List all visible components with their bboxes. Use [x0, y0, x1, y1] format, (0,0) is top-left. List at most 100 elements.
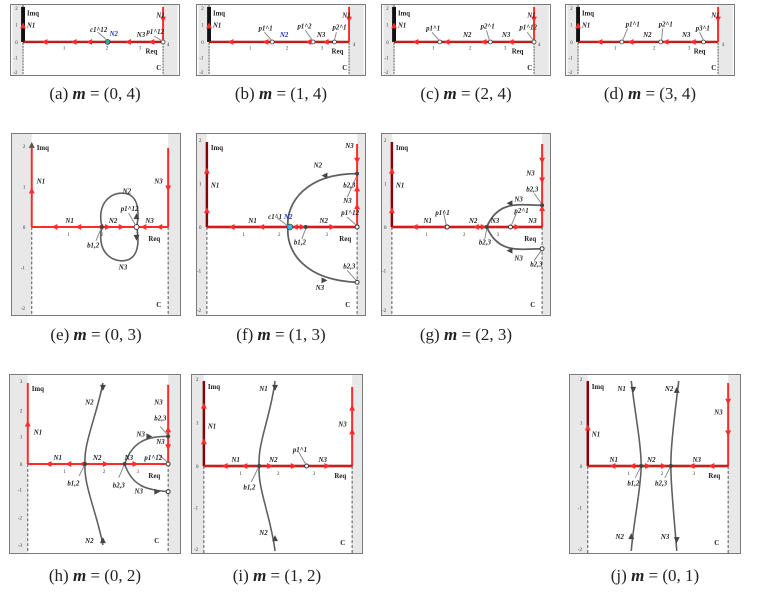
svg-text:N1: N1	[36, 178, 45, 185]
svg-text:0: 0	[580, 465, 583, 470]
svg-text:1: 1	[249, 47, 252, 52]
svg-text:C: C	[156, 302, 161, 309]
svg-text:3: 3	[325, 233, 328, 238]
svg-text:N1: N1	[395, 182, 404, 189]
svg-text:0: 0	[386, 41, 389, 46]
svg-text:N2: N2	[646, 457, 656, 464]
panel-f: Imq Req N1 N1 c1^1 N2 N2 N3 N2 b2,3 N3 p1…	[196, 133, 366, 316]
svg-text:N3: N3	[315, 285, 325, 292]
svg-text:2: 2	[199, 139, 202, 144]
svg-text:2: 2	[101, 233, 104, 238]
svg-text:N2: N2	[614, 534, 624, 541]
svg-text:3: 3	[139, 47, 142, 52]
svg-text:-1: -1	[384, 56, 389, 61]
svg-text:1: 1	[384, 182, 387, 187]
svg-text:b1,2: b1,2	[294, 240, 307, 247]
svg-text:Req: Req	[339, 236, 351, 243]
panel-f-plot: Imq Req N1 N1 c1^1 N2 N2 N3 N2 b2,3 N3 p1…	[197, 134, 365, 315]
svg-text:N3: N3	[134, 489, 144, 496]
svg-text:2: 2	[570, 7, 573, 12]
svg-text:1: 1	[23, 185, 26, 190]
svg-text:1: 1	[67, 233, 70, 238]
svg-text:2: 2	[469, 47, 472, 52]
panel-d: Imq Req N1 N1 p1^1 N2 p2^1 N3 p3^1 C 2 1 0 -…	[565, 4, 735, 76]
caption-h: (h) m = (0, 2)	[48, 566, 142, 585]
svg-text:N2: N2	[283, 214, 293, 221]
svg-text:-2: -2	[194, 548, 199, 553]
svg-text:N3: N3	[144, 218, 154, 225]
svg-text:2: 2	[286, 47, 289, 52]
svg-text:C: C	[711, 65, 716, 72]
panel-b-plot: Imq Req N1 N1 p1^1 N2 p1^2 N3 p2^1 C 2 1 0 -…	[198, 5, 364, 75]
svg-text:1: 1	[614, 47, 617, 52]
svg-text:N2: N2	[268, 457, 278, 464]
svg-text:Req: Req	[708, 473, 720, 480]
svg-text:p1^12: p1^12	[120, 206, 139, 213]
svg-text:3: 3	[20, 380, 23, 385]
svg-text:-1: -1	[568, 56, 573, 61]
panel-h: Imq Req N1 N1 N2 N2 b1,2 N2 N3 N3 b2,3 N3…	[9, 374, 181, 554]
svg-text:N3: N3	[692, 457, 702, 464]
svg-text:b2,3: b2,3	[479, 240, 492, 247]
svg-text:Imq: Imq	[213, 11, 225, 18]
caption-g: (g) m = (2, 3)	[419, 325, 513, 344]
svg-text:-3: -3	[18, 544, 23, 549]
svg-text:-2: -2	[21, 307, 26, 312]
svg-text:N1: N1	[26, 22, 35, 29]
svg-text:-2: -2	[384, 71, 389, 75]
svg-text:N1: N1	[231, 457, 240, 464]
svg-text:N2: N2	[108, 218, 118, 225]
svg-text:Req: Req	[332, 49, 344, 56]
svg-text:0: 0	[15, 41, 18, 46]
svg-text:Req: Req	[512, 49, 524, 56]
svg-text:N1: N1	[258, 386, 267, 393]
svg-text:0: 0	[23, 226, 26, 231]
svg-text:b2,3: b2,3	[655, 481, 668, 488]
svg-text:N1: N1	[591, 431, 600, 438]
svg-text:1: 1	[201, 23, 204, 28]
svg-text:N3: N3	[318, 457, 328, 464]
svg-text:N3: N3	[124, 455, 134, 462]
svg-text:b2,3: b2,3	[113, 483, 126, 490]
svg-text:2: 2	[196, 378, 199, 383]
svg-text:2: 2	[23, 145, 26, 150]
svg-text:-2: -2	[18, 516, 23, 521]
svg-text:Req: Req	[148, 473, 160, 480]
panel-e: Imq Req N1 N1 N2 N2 p1^12 N3 N3 N3 b1,2 C…	[11, 133, 181, 316]
svg-text:N2: N2	[642, 32, 652, 39]
svg-text:N2: N2	[319, 218, 329, 225]
svg-text:N3: N3	[342, 198, 352, 205]
svg-text:N3: N3	[681, 32, 691, 39]
svg-text:N1: N1	[581, 22, 590, 29]
panel-b: Imq Req N1 N1 p1^1 N2 p1^2 N3 p2^1 C 2 1 0 -…	[196, 4, 366, 76]
svg-text:1: 1	[15, 23, 18, 28]
svg-text:1: 1	[425, 233, 428, 238]
svg-text:3: 3	[693, 472, 696, 477]
svg-text:3: 3	[688, 47, 691, 52]
svg-text:N3: N3	[153, 178, 163, 185]
svg-text:-2: -2	[197, 309, 202, 314]
svg-text:N3: N3	[713, 410, 723, 417]
svg-text:4: 4	[722, 43, 725, 48]
svg-text:N3: N3	[525, 171, 535, 178]
svg-text:N2: N2	[109, 31, 119, 38]
svg-text:Imq: Imq	[592, 384, 604, 391]
panel-i: Imq Req N1 N1 N1 N2 N2 b1,2 p1^1 N3 N3 C …	[191, 374, 363, 554]
svg-text:-1: -1	[194, 506, 199, 511]
svg-text:p1^12: p1^12	[518, 24, 537, 31]
svg-text:-2: -2	[199, 71, 204, 75]
svg-text:Imq: Imq	[208, 384, 220, 391]
svg-text:1: 1	[432, 47, 435, 52]
svg-text:N2: N2	[664, 386, 674, 393]
panel-c-plot: Imq Req N1 N1 p1^1 N2 p2^1 N3 p1^12 C 2 1 0…	[383, 5, 549, 75]
svg-text:N1: N1	[247, 218, 256, 225]
svg-text:N1: N1	[710, 13, 719, 20]
svg-text:p1^12: p1^12	[143, 455, 162, 462]
svg-text:N1: N1	[212, 22, 221, 29]
svg-text:p1^1: p1^1	[425, 25, 440, 32]
caption-d: (d) m = (3, 4)	[603, 84, 697, 103]
svg-text:C: C	[154, 538, 159, 545]
svg-text:1: 1	[239, 472, 242, 477]
svg-text:N1: N1	[155, 13, 164, 20]
